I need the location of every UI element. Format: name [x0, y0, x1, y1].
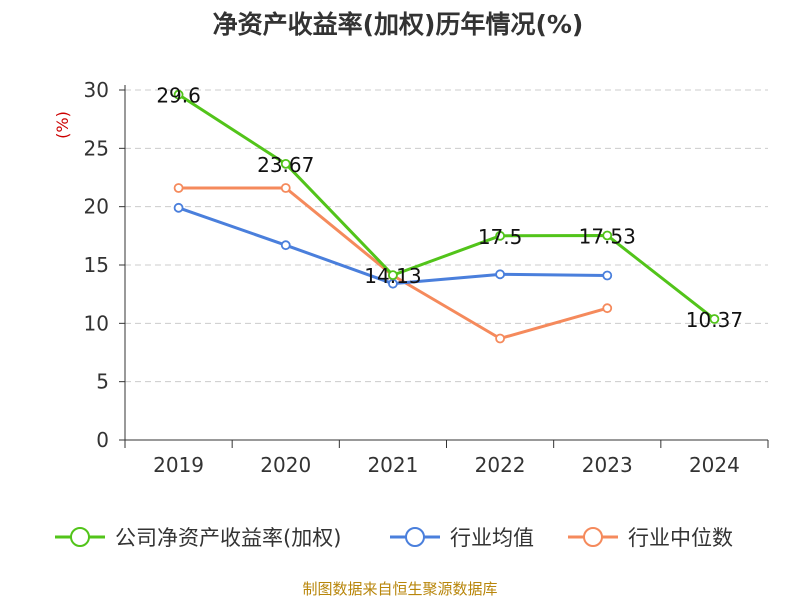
y-tick-label-10: 10 [84, 311, 109, 335]
data-label-2023: 17.53 [579, 224, 636, 248]
point-s2-2019 [173, 183, 184, 193]
point-s0-2019 [173, 89, 184, 100]
chart-title: 净资产收益率(加权)历年情况(%) [213, 10, 584, 39]
x-tick-label-2022: 2022 [475, 453, 526, 477]
y-tick-label-20: 20 [84, 195, 109, 219]
point-s2-2023 [602, 303, 613, 314]
legend: 公司净资产收益率(加权) 行业均值 行业中位数 [55, 526, 733, 550]
point-s1-2020 [280, 240, 291, 251]
point-s1-2019 [173, 202, 184, 213]
legend-label-1: 行业均值 [450, 526, 534, 550]
y-tick-label-15: 15 [84, 253, 109, 277]
legend-marker-1 [405, 527, 425, 547]
data-label-2020: 23.67 [257, 153, 314, 177]
x-tick-label-2020: 2020 [260, 453, 311, 477]
y-tick-label-30: 30 [84, 78, 109, 102]
x-tick-label-2021: 2021 [367, 453, 418, 477]
y-tick-label-5: 5 [96, 370, 109, 394]
data-labels: 29.6 23.67 14.13 17.5 17.53 10.37 [156, 84, 743, 332]
axes: 0 5 10 15 20 25 30 2019 2020 2021 2022 2023 2024 [84, 78, 769, 477]
grid-lines [125, 89, 768, 383]
x-tick-label-2019: 2019 [153, 453, 204, 477]
source-note: 制图数据来自恒生聚源数据库 [302, 580, 497, 598]
legend-label-2: 行业中位数 [628, 526, 733, 550]
point-s1-2022 [495, 269, 505, 280]
legend-marker-0 [70, 527, 90, 547]
point-s2-2022 [495, 333, 505, 344]
point-s0-2024 [709, 314, 720, 324]
x-tick-label-2024: 2024 [689, 453, 740, 477]
data-label-2019: 29.6 [156, 84, 201, 108]
point-s0-2021 [388, 270, 398, 281]
point-s0-2022 [495, 230, 505, 241]
data-label-2022: 17.5 [478, 225, 523, 249]
legend-marker-2 [583, 527, 603, 547]
point-s2-2020 [280, 183, 291, 193]
y-axis-label: (%) [53, 111, 72, 139]
point-s0-2020 [280, 158, 291, 169]
point-s1-2023 [602, 270, 613, 281]
series-line-0 [177, 93, 716, 321]
y-tick-label-25: 25 [84, 136, 109, 160]
data-label-2021: 14.13 [364, 264, 421, 288]
y-tick-label-0: 0 [96, 428, 109, 452]
legend-label-0: 公司净资产收益率(加权) [115, 526, 341, 550]
data-label-2024: 10.37 [686, 308, 743, 332]
series-lines [173, 89, 720, 344]
point-s0-2023 [602, 230, 613, 241]
x-tick-label-2023: 2023 [582, 453, 633, 477]
